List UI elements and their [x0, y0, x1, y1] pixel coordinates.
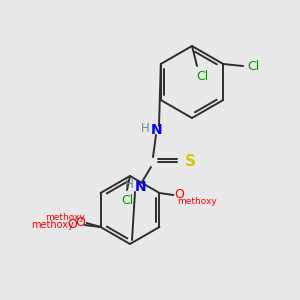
Text: N: N: [135, 180, 147, 194]
Text: O: O: [68, 218, 77, 232]
Text: H: H: [141, 122, 149, 134]
Text: H: H: [124, 178, 134, 191]
Text: O: O: [76, 217, 85, 230]
Text: methoxy: methoxy: [45, 212, 84, 221]
Text: Cl: Cl: [121, 194, 133, 206]
Text: methoxy: methoxy: [31, 220, 74, 230]
Text: S: S: [184, 154, 196, 169]
Text: Cl: Cl: [196, 70, 208, 83]
Text: Cl: Cl: [247, 59, 259, 73]
Text: N: N: [151, 123, 163, 137]
Text: methoxy: methoxy: [178, 196, 217, 206]
Text: O: O: [175, 188, 184, 202]
